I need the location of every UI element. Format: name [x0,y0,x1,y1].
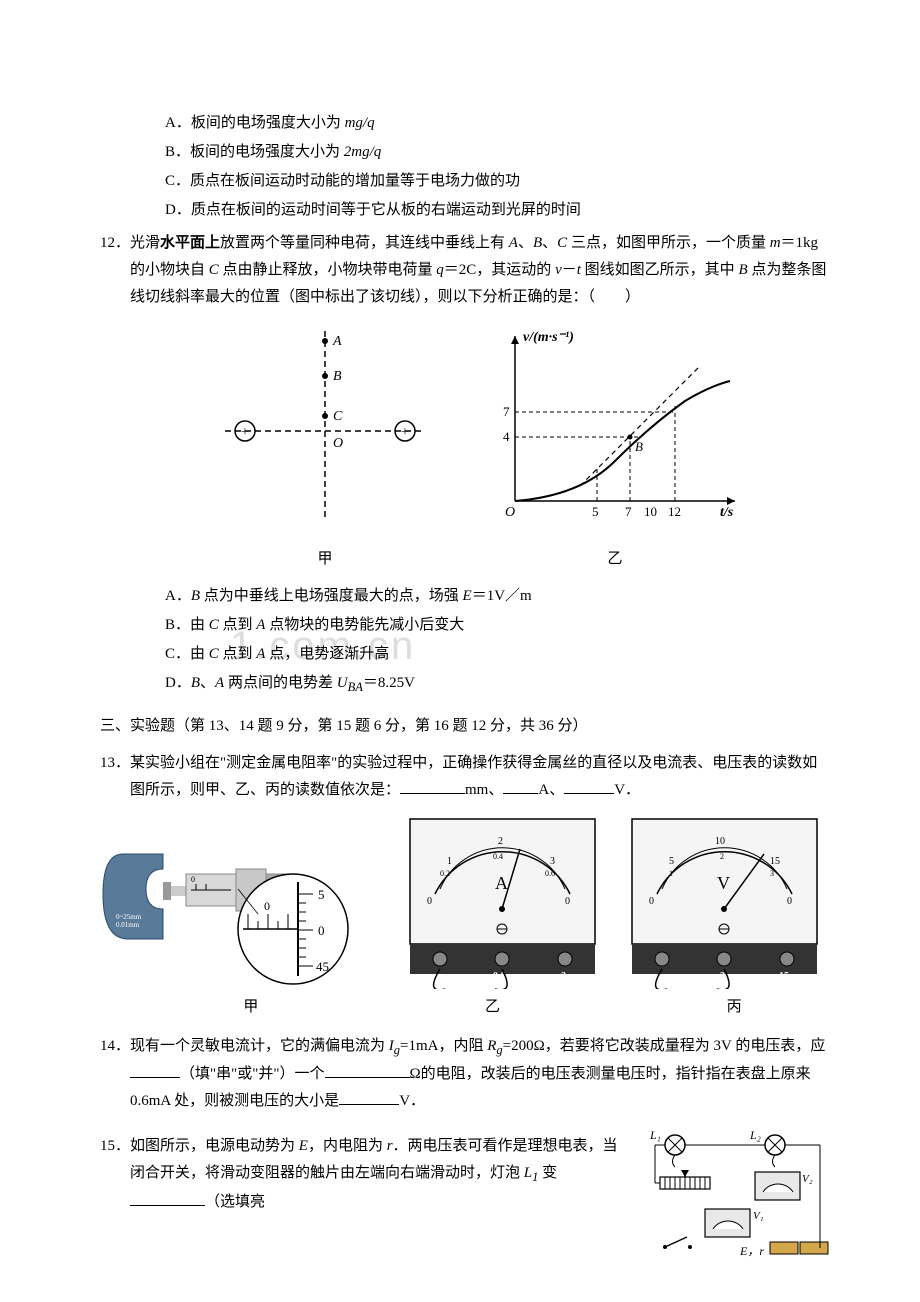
q11-option-a: A．板间的电场强度大小为 mg/q [90,110,830,137]
svg-text:3: 3 [561,971,566,982]
svg-text:0: 0 [318,923,325,938]
svg-text:15: 15 [779,971,789,982]
q12-figures: + + A B C O 甲 v/(m·s⁻¹) t/s O 4 [90,321,830,573]
svg-text:12: 12 [668,504,681,519]
svg-text:+: + [401,425,409,440]
svg-text:10: 10 [644,504,657,519]
svg-text:L₁: L₁ [649,1128,661,1142]
svg-text:0: 0 [787,896,792,907]
q12-header: 12．光滑水平面上放置两个等量同种电荷，其连线中垂线上有 A、B、C 三点，如图… [90,230,830,311]
svg-text:4: 4 [503,429,510,444]
svg-text:O: O [333,436,343,451]
svg-text:0.6: 0.6 [545,869,555,878]
figure-yi-label: 乙 [485,546,745,573]
svg-text:B: B [333,369,342,384]
svg-text:0.4: 0.4 [493,852,503,861]
svg-text:v/(m·s⁻¹): v/(m·s⁻¹) [523,330,574,345]
svg-text:0~25mm: 0~25mm [116,913,142,921]
q13-header: 13．某实验小组在"测定金属电阻率"的实验过程中，正确操作获得金属丝的直径以及电… [90,750,830,804]
svg-text:V₂: V₂ [802,1173,813,1185]
svg-text:0: 0 [427,896,432,907]
q15-header: 15．如图所示，电源电动势为 E，内电阻为 r．两电压表可看作是理想电表，当闭合… [90,1133,630,1216]
svg-text:O: O [505,505,515,520]
svg-text:A: A [495,873,508,893]
svg-text:7: 7 [503,404,510,419]
svg-text:2: 2 [498,836,503,847]
svg-text:1: 1 [669,869,673,878]
svg-text:t/s: t/s [720,505,734,520]
svg-text:10: 10 [715,836,725,847]
q11-option-d: D．质点在板间的运动时间等于它从板的右端运动到光屏的时间 [90,197,830,224]
svg-text:E，r: E，r [739,1244,764,1257]
figure-yi-svg: v/(m·s⁻¹) t/s O 4 7 5 7 10 12 B [485,321,745,531]
label-bing: 丙 [727,994,742,1021]
svg-text:5: 5 [592,504,599,519]
figure-jia-svg: + + A B C O [205,321,445,531]
svg-text:B: B [635,439,643,454]
q12-option-a: A．B 点为中垂线上电场强度最大的点，场强 E＝1V／m [90,583,830,610]
svg-text:L₂: L₂ [749,1128,761,1142]
svg-text:3: 3 [550,856,555,867]
svg-text:45: 45 [316,959,329,974]
q12-figure-yi: v/(m·s⁻¹) t/s O 4 7 5 7 10 12 B 乙 [485,321,745,573]
svg-text:0: 0 [191,875,195,884]
svg-text:2: 2 [720,852,724,861]
q11-option-b: B．板间的电场强度大小为 2mg/q [90,139,830,166]
svg-text:3: 3 [720,971,725,982]
q12-option-b: B．由 C 点到 A 点物块的电势能先减小后变大 [90,612,830,639]
svg-text:0.01mm: 0.01mm [116,921,140,929]
label-yi: 乙 [485,994,500,1021]
svg-text:5: 5 [318,887,325,902]
micrometer-figure: 0~25mm 0.01mm 0 0 5 0 [98,814,378,989]
figure-jia-label: 甲 [205,546,445,573]
q15-circuit: L₁ L₂ V₂ V₁ E，r [645,1127,830,1257]
svg-text:1: 1 [447,856,452,867]
svg-text:C: C [333,409,343,424]
section3-header: 三、实验题（第 13、14 题 9 分，第 15 题 6 分，第 16 题 12… [90,713,830,740]
svg-text:0: 0 [649,896,654,907]
q13-figures: 0~25mm 0.01mm 0 0 5 0 [90,814,830,989]
q13-labels: 甲 乙 丙 [90,994,830,1021]
q14-header: 14．现有一个灵敏电流计，它的满偏电流为 Ig=1mA，内阻 Rg=200Ω，若… [90,1033,830,1116]
q12-option-d: D．B、A 两点间的电势差 UBA＝8.25V [90,670,830,699]
q11-option-c: C．质点在板间运动时动能的增加量等于电场力做的功 [90,168,830,195]
svg-text:3: 3 [770,869,774,878]
svg-text:5: 5 [669,856,674,867]
label-jia: 甲 [243,994,258,1021]
q12-figure-jia: + + A B C O 甲 [205,321,445,573]
svg-text:15: 15 [770,856,780,867]
ammeter-figure: 0 1 2 3 0.2 0.4 0.6 0 A – 0.6 3 [405,814,600,989]
svg-text:V: V [717,873,730,893]
svg-text:0: 0 [264,899,270,913]
svg-text:7: 7 [625,504,632,519]
voltmeter-figure: 0 5 10 15 1 2 3 0 V – 3 15 [627,814,822,989]
svg-text:V₁: V₁ [753,1210,764,1222]
svg-text:+: + [241,425,249,440]
svg-text:0.2: 0.2 [440,869,450,878]
svg-text:0: 0 [565,896,570,907]
svg-text:A: A [332,334,342,349]
q12-option-c: C．由 C 点到 A 点，电势逐渐升高 [90,641,830,668]
